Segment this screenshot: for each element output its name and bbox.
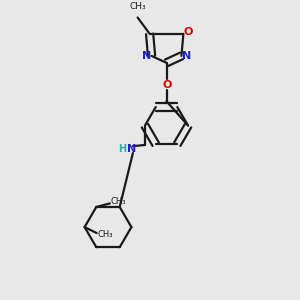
Text: CH₃: CH₃ [129,2,146,11]
Text: CH₃: CH₃ [111,197,126,206]
Text: O: O [183,27,193,37]
Text: N: N [142,51,151,61]
Text: CH₃: CH₃ [98,230,113,239]
Text: N: N [127,144,136,154]
Text: H: H [118,144,127,154]
Text: N: N [182,51,191,61]
Text: O: O [162,80,172,90]
